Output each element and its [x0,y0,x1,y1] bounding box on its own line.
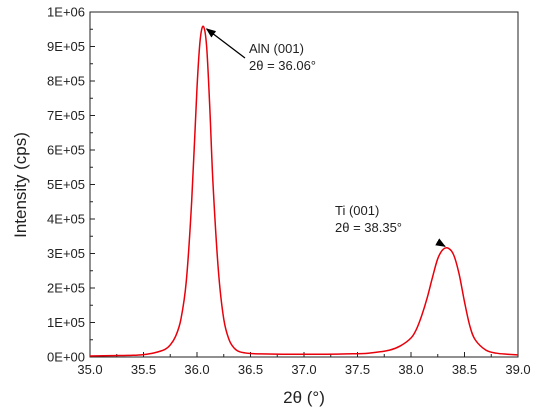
annotation-ti-001-line: Ti (001) [335,203,379,218]
y-tick-label: 1E+05 [47,315,85,330]
annotation-aln-001-arrow [205,28,246,59]
y-tick-label: 0E+00 [47,350,85,365]
annotations-layer: AlN (001) 2θ = 36.06° Ti (001) 2θ = 38.35° [205,28,446,247]
series-layer [89,25,519,357]
x-tick-label: 39.0 [505,362,530,377]
x-tick-label: 35.0 [77,362,102,377]
x-tick-label: 38.0 [398,362,423,377]
annotation-ti-001-line: 2θ = 38.35° [335,220,402,235]
y-tick-label: 7E+05 [47,108,85,123]
x-axis-ticks: 35.0 35.5 36.0 36.5 37.0 37.5 38.0 38.5 39.0 [77,352,531,377]
y-axis-ticks: 0E+00 1E+05 2E+05 3E+05 4E+05 5E+05 6E+05 7E+05… [47,5,95,365]
x-tick-label: 36.5 [238,362,263,377]
y-tick-label: 2E+05 [47,281,85,296]
y-tick-label: 5E+05 [47,177,85,192]
x-tick-label: 36.0 [184,362,209,377]
y-tick-label: 1E+06 [47,5,85,20]
intensity-series-line [89,25,519,357]
x-tick-label: 38.5 [452,362,477,377]
x-axis-title: 2θ (°) [283,388,325,407]
x-tick-label: 35.5 [131,362,156,377]
y-tick-label: 8E+05 [47,74,85,89]
x-tick-label: 37.5 [345,362,370,377]
annotation-aln-001-label: AlN (001) 2θ = 36.06° [249,41,316,73]
y-tick-label: 9E+05 [47,39,85,54]
x-tick-label: 37.0 [291,362,316,377]
y-tick-label: 3E+05 [47,246,85,261]
y-axis-title: Intensity (cps) [11,132,30,238]
annotation-aln-001-line: 2θ = 36.06° [249,58,316,73]
annotation-ti-001-label: Ti (001) 2θ = 38.35° [335,203,402,235]
y-tick-label: 4E+05 [47,212,85,227]
y-tick-label: 6E+05 [47,143,85,158]
annotation-ti-001-arrow [435,238,446,247]
annotation-aln-001-line: AlN (001) [249,41,304,56]
